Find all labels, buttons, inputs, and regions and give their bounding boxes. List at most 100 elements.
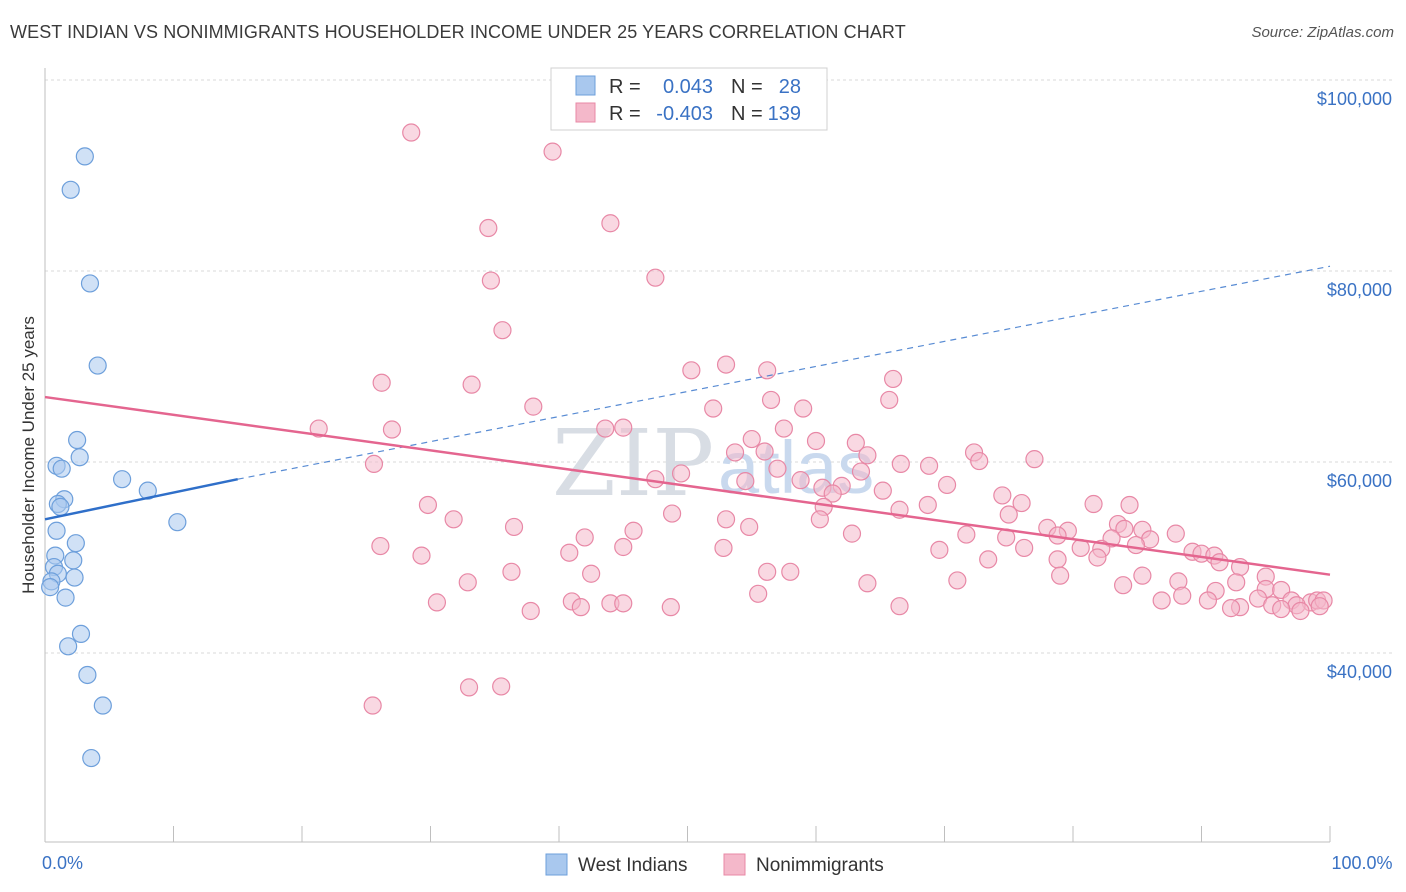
west-indians-point-1 bbox=[61, 180, 80, 199]
nonimmigrants-point-47 bbox=[1012, 493, 1031, 513]
nonimmigrants-point-60 bbox=[504, 517, 524, 537]
series-legend: West Indians Nonimmigrants bbox=[545, 853, 884, 876]
y-tick-label-0: $40,000 bbox=[1327, 662, 1392, 682]
nonimmigrants-point-7 bbox=[716, 355, 736, 374]
west-indians-point-23 bbox=[56, 588, 75, 607]
nonimmigrants-point-44 bbox=[873, 481, 892, 500]
west-indians-point-4 bbox=[68, 430, 87, 450]
legend-swatch-nonimmigrants bbox=[723, 853, 746, 876]
nonimmigrants-point-91 bbox=[1210, 553, 1229, 572]
nonimmigrants-point-17 bbox=[794, 399, 813, 418]
nonimmigrants-point-88 bbox=[1048, 550, 1067, 569]
nonimmigrants-point-76 bbox=[614, 537, 633, 557]
nonimmigrants-point-84 bbox=[412, 546, 431, 565]
nonimmigrants-point-20 bbox=[596, 419, 615, 438]
nonimmigrants-point-15 bbox=[524, 397, 543, 416]
nonimmigrants-point-36 bbox=[851, 462, 871, 481]
nonimmigrants-point-32 bbox=[364, 454, 384, 474]
legend-box bbox=[550, 67, 828, 131]
nonimmigrants-point-63 bbox=[1115, 519, 1134, 538]
nonimmigrants-point-27 bbox=[755, 442, 774, 461]
west-indians-point-28 bbox=[82, 748, 101, 768]
west-indians-point-2 bbox=[80, 274, 100, 293]
nonimmigrants-point-67 bbox=[624, 521, 643, 540]
nonimmigrants-points bbox=[309, 123, 1333, 715]
nonimmigrants-point-72 bbox=[575, 528, 594, 547]
legend-n-value-2: 139 bbox=[768, 103, 801, 125]
nonimmigrants-point-133 bbox=[459, 678, 479, 697]
nonimmigrants-point-132 bbox=[521, 601, 540, 621]
west-indians-point-13 bbox=[168, 513, 187, 532]
nonimmigrants-point-94 bbox=[758, 562, 777, 581]
nonimmigrants-point-21 bbox=[614, 418, 633, 437]
west-indians-trend-line bbox=[44, 477, 239, 521]
nonimmigrants-point-42 bbox=[937, 475, 957, 495]
axes: $40,000 $60,000 $80,000 $100,000 0.0% 100.0% bbox=[42, 68, 1393, 873]
nonimmigrants-point-3 bbox=[479, 218, 498, 238]
nonimmigrants-trend-line bbox=[44, 395, 1331, 576]
nonimmigrants-point-13 bbox=[761, 390, 781, 410]
legend-label-west-indians: West Indians bbox=[578, 855, 687, 876]
west-indians-point-26 bbox=[78, 665, 97, 685]
nonimmigrants-point-121 bbox=[427, 593, 447, 612]
nonimmigrants-point-123 bbox=[661, 598, 680, 617]
nonimmigrants-point-134 bbox=[492, 677, 511, 696]
nonimmigrants-point-61 bbox=[740, 517, 759, 537]
legend-n-label-2: N = bbox=[731, 103, 763, 125]
nonimmigrants-point-100 bbox=[948, 571, 967, 590]
legend-swatch-pink bbox=[575, 102, 596, 123]
chart-source: Source: ZipAtlas.com bbox=[1251, 24, 1394, 41]
y-axis-label: Householder Income Under 25 years bbox=[19, 316, 38, 594]
nonimmigrants-point-45 bbox=[823, 484, 842, 503]
nonimmigrants-point-110 bbox=[1173, 586, 1192, 605]
nonimmigrants-point-95 bbox=[781, 562, 800, 581]
west-indians-point-20 bbox=[65, 568, 84, 587]
nonimmigrants-point-1 bbox=[543, 142, 562, 161]
x-tick-label-0: 0.0% bbox=[42, 853, 83, 873]
nonimmigrants-point-6 bbox=[493, 321, 512, 340]
nonimmigrants-point-113 bbox=[1152, 591, 1171, 610]
west-indians-point-0 bbox=[75, 147, 94, 166]
west-indians-point-14 bbox=[47, 521, 66, 540]
nonimmigrants-point-109 bbox=[749, 584, 768, 603]
nonimmigrants-point-112 bbox=[1198, 591, 1218, 610]
nonimmigrants-point-18 bbox=[309, 419, 328, 438]
nonimmigrants-point-35 bbox=[768, 459, 787, 478]
nonimmigrants-point-70 bbox=[957, 525, 976, 544]
nonimmigrants-point-81 bbox=[1015, 538, 1034, 558]
west-indians-point-5 bbox=[70, 448, 89, 467]
nonimmigrants-point-116 bbox=[614, 594, 633, 613]
nonimmigrants-point-130 bbox=[1272, 599, 1291, 619]
nonimmigrants-point-30 bbox=[1025, 450, 1044, 469]
nonimmigrants-point-38 bbox=[646, 470, 665, 489]
nonimmigrants-point-4 bbox=[646, 268, 665, 287]
nonimmigrants-point-104 bbox=[858, 574, 877, 593]
west-indians-points bbox=[41, 147, 187, 768]
nonimmigrants-point-58 bbox=[716, 510, 736, 529]
y-tick-label-1: $60,000 bbox=[1327, 471, 1392, 491]
nonimmigrants-point-57 bbox=[810, 510, 829, 529]
nonimmigrants-point-103 bbox=[458, 573, 477, 592]
legend-n-value-1: 28 bbox=[779, 76, 801, 98]
nonimmigrants-point-11 bbox=[372, 373, 391, 392]
nonimmigrants-point-122 bbox=[571, 598, 590, 617]
nonimmigrants-point-48 bbox=[1084, 494, 1103, 514]
legend-r-value-2: -0.403 bbox=[656, 103, 713, 125]
nonimmigrants-point-56 bbox=[444, 510, 463, 529]
nonimmigrants-point-66 bbox=[1166, 524, 1185, 543]
nonimmigrants-point-2 bbox=[601, 214, 620, 233]
nonimmigrants-point-68 bbox=[842, 524, 862, 543]
nonimmigrants-point-29 bbox=[858, 446, 877, 465]
nonimmigrants-point-52 bbox=[1120, 495, 1139, 515]
legend-swatch-blue bbox=[575, 75, 596, 96]
west-indians-point-15 bbox=[66, 534, 85, 553]
nonimmigrants-point-37 bbox=[671, 464, 691, 483]
legend-label-nonimmigrants: Nonimmigrants bbox=[756, 855, 884, 876]
y-tick-label-3: $100,000 bbox=[1317, 89, 1392, 109]
nonimmigrants-point-90 bbox=[1088, 548, 1107, 567]
nonimmigrants-point-135 bbox=[363, 696, 382, 715]
west-indians-point-12 bbox=[51, 497, 70, 516]
legend-r-label-1: R = bbox=[609, 76, 641, 98]
nonimmigrants-point-39 bbox=[791, 471, 810, 490]
west-indians-point-22 bbox=[41, 578, 60, 597]
